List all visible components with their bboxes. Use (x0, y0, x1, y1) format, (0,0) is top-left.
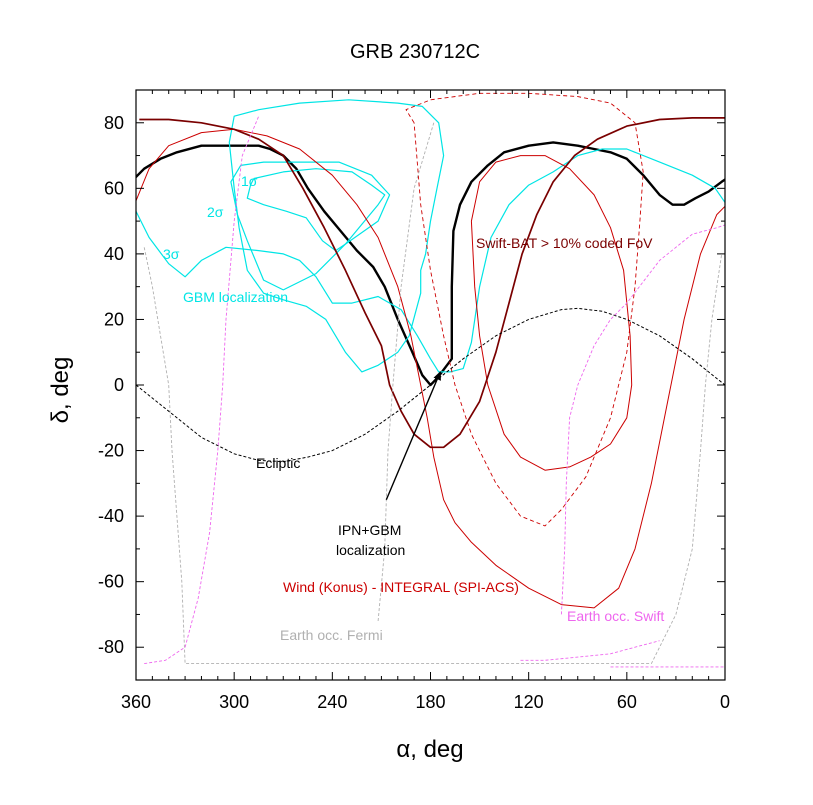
annotation-earth-occ-fermi: Earth occ. Fermi (280, 627, 383, 643)
y-tick-label: -80 (98, 637, 124, 657)
y-tick-label: -60 (98, 572, 124, 592)
y-axis-label: δ, deg (47, 357, 74, 424)
series-earth-occ-fermi (143, 247, 723, 665)
y-tick-label: 20 (104, 309, 124, 329)
series-swift-bat-10-coded-fov (139, 117, 725, 449)
annotation-gbm-localization: GBM localization (183, 289, 288, 305)
y-tick-label: 0 (114, 375, 124, 395)
annotation-konus-integral: Wind (Konus) - INTEGRAL (SPI-ACS) (283, 579, 519, 595)
series-gbm-outer (228, 99, 445, 373)
series-wind-konus-integral-spi-acs-dashed (405, 92, 644, 527)
annotation-ipn-gbm-line1: IPN+GBM (338, 522, 401, 538)
series-layer (136, 92, 725, 668)
annotation-2-sigma: 2σ (207, 204, 224, 220)
x-tick-label: 180 (415, 692, 445, 712)
y-tick-label: -40 (98, 506, 124, 526)
x-axis-label: α, deg (396, 736, 463, 763)
series-ipn-gbm-localization (136, 141, 725, 387)
series-ecliptic (136, 307, 725, 463)
y-tick-label: -20 (98, 441, 124, 461)
annotation-ipn-gbm-line2: localization (336, 542, 405, 558)
annotation-3-sigma: 3σ (163, 246, 180, 262)
series-wind-konus-integral-spi-acs-outer (136, 128, 725, 609)
annotation-swift-bat: Swift-BAT > 10% coded FoV (476, 235, 653, 251)
annotation-earth-occ-swift: Earth occ. Swift (567, 608, 664, 624)
y-tick-label: 40 (104, 244, 124, 264)
x-tick-label: 300 (219, 692, 249, 712)
x-tick-label: 240 (317, 692, 347, 712)
x-tick-label: 60 (617, 692, 637, 712)
annotation-1-sigma: 1σ (241, 173, 258, 189)
series-gbm-1 (246, 168, 386, 252)
series-gbm-3 (136, 148, 725, 373)
y-tick-label: 60 (104, 178, 124, 198)
series-wind-konus-integral-spi-acs-inner (470, 155, 633, 471)
series-earth-occ-swift-left (144, 116, 260, 665)
series-gbm-2 (230, 161, 391, 291)
x-tick-label: 360 (121, 692, 151, 712)
y-tick-label: 80 (104, 113, 124, 133)
series-earth-occ-swift-bottom (520, 640, 660, 661)
annotation-ecliptic: Ecliptic (256, 455, 300, 471)
series-earth-occ-fermi-outline (377, 122, 435, 622)
chart-title: GRB 230712C (350, 41, 480, 63)
x-tick-label: 120 (514, 692, 544, 712)
series-earth-occ-swift-right (560, 224, 725, 615)
ipn-gbm-arrow (385, 370, 441, 500)
x-tick-label: 0 (720, 692, 730, 712)
tick-layer: 360 300 240 180 120 60 0 80 60 40 20 0 -20 -40 -60 -80 (98, 89, 730, 712)
